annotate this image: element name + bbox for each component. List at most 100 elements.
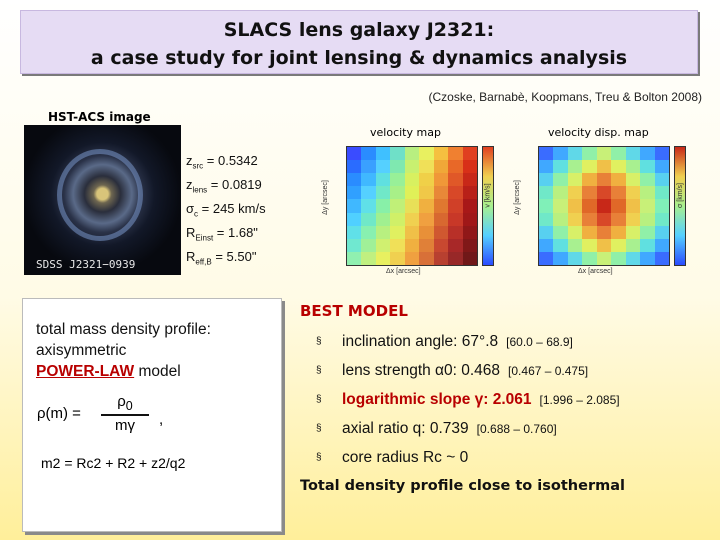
dispersion-map-cell bbox=[611, 225, 626, 239]
velocity-map-cell bbox=[390, 173, 405, 187]
velocity-map-cell bbox=[462, 173, 477, 187]
dispersion-map-cell bbox=[596, 238, 612, 252]
param-z-src: zsrc = 0.5342 bbox=[186, 153, 258, 171]
dispersion-map-cell bbox=[611, 160, 626, 174]
dispersion-map-cell bbox=[640, 160, 655, 174]
m2-equation: m2 = Rc2 + R2 + z2/q2 bbox=[41, 455, 186, 471]
dispersion-map-cell bbox=[539, 238, 554, 252]
velocity-map-cell bbox=[375, 173, 391, 187]
dispersion-map-cell bbox=[611, 186, 626, 200]
dispersion-map-cell bbox=[567, 173, 583, 187]
dispersion-map-cell bbox=[539, 251, 554, 265]
velocity-map-cell bbox=[419, 160, 434, 174]
velocity-map-cell bbox=[361, 199, 376, 213]
velocity-map-cell bbox=[419, 199, 434, 213]
dispersion-map-cell bbox=[625, 212, 641, 226]
best-model-title: BEST MODEL bbox=[300, 302, 408, 320]
velocity-map-cell bbox=[361, 238, 376, 252]
velocity-map-cell bbox=[361, 147, 376, 161]
param-sigma: σc = 245 km/s bbox=[186, 201, 266, 219]
dispersion-map-cell bbox=[582, 251, 597, 265]
dispersion-map-cell bbox=[582, 199, 597, 213]
dispersion-map-cell bbox=[625, 147, 641, 161]
param-r-einst: REinst = 1.68" bbox=[186, 225, 258, 243]
velocity-map-cell bbox=[462, 186, 477, 200]
dispersion-map-cell bbox=[567, 199, 583, 213]
velocity-map-cell bbox=[347, 199, 362, 213]
dispersion-map-cell bbox=[539, 225, 554, 239]
dispersion-map-cell bbox=[553, 160, 568, 174]
velocity-map-cell bbox=[433, 186, 449, 200]
dispersion-map-cell bbox=[625, 225, 641, 239]
velocity-map-cell bbox=[375, 238, 391, 252]
dispersion-map-cell bbox=[567, 186, 583, 200]
velocity-map-cell bbox=[462, 225, 477, 239]
param-r-eff: Reff,B = 5.50" bbox=[186, 249, 257, 267]
velocity-map-cell bbox=[404, 160, 420, 174]
best-model-list: § inclination angle: 67°.8 [60.0 – 68.9] §… bbox=[316, 333, 620, 478]
velocity-map-cell bbox=[390, 251, 405, 265]
velocity-map-cell bbox=[390, 225, 405, 239]
velocity-map-cell bbox=[433, 199, 449, 213]
dispersion-map-cell bbox=[596, 173, 612, 187]
dispersion-map-cell bbox=[567, 225, 583, 239]
dispersion-map-cell bbox=[654, 186, 669, 200]
velocity-map-cell bbox=[419, 212, 434, 226]
velocity-map-cell bbox=[462, 147, 477, 161]
rho-denominator: mγ bbox=[115, 417, 135, 434]
dispersion-map-cell bbox=[640, 147, 655, 161]
dispersion-map-cell bbox=[654, 147, 669, 161]
velocity-map-cell bbox=[404, 251, 420, 265]
velocity-map-cell bbox=[375, 251, 391, 265]
velocity-map-cell bbox=[419, 147, 434, 161]
dispersion-map-cell bbox=[539, 199, 554, 213]
velocity-map-cell bbox=[404, 238, 420, 252]
rho-fraction: ρ0 mγ bbox=[101, 393, 149, 434]
velocity-map-cell bbox=[361, 251, 376, 265]
velocity-map-cell bbox=[361, 160, 376, 174]
formula-comma: , bbox=[159, 411, 164, 428]
profile-line-3: POWER-LAW model bbox=[36, 363, 181, 380]
velocity-map-cell bbox=[462, 251, 477, 265]
profile-line-2: axisymmetric bbox=[36, 342, 127, 359]
dispersion-map-cell bbox=[567, 251, 583, 265]
velocity-map-cell bbox=[390, 160, 405, 174]
velocity-map-cell bbox=[375, 160, 391, 174]
dispersion-map-grid bbox=[538, 146, 670, 266]
dispersion-map-cell bbox=[539, 173, 554, 187]
velocity-map-cell bbox=[375, 186, 391, 200]
dispersion-map-cell bbox=[654, 199, 669, 213]
best-item-inclination: § inclination angle: 67°.8 [60.0 – 68.9] bbox=[316, 333, 573, 350]
dispersion-map-cell bbox=[539, 147, 554, 161]
velocity-map-cell bbox=[448, 173, 463, 187]
dispersion-map-cell bbox=[539, 160, 554, 174]
dispersion-map-cell bbox=[640, 225, 655, 239]
kinematic-maps: velocity map velocity disp. map Δy [arcs… bbox=[322, 118, 700, 278]
dispersion-map-cell bbox=[654, 212, 669, 226]
dispersion-map-cell bbox=[640, 238, 655, 252]
galaxy-caption: SDSS J2321−0939 bbox=[36, 258, 136, 271]
velocity-map-cell bbox=[462, 212, 477, 226]
dispersion-map-cell bbox=[596, 186, 612, 200]
velocity-colorbar bbox=[482, 146, 494, 266]
rho-m-lhs: ρ(m) = bbox=[37, 405, 81, 422]
rho-numerator: ρ0 bbox=[117, 393, 133, 413]
velocity-map-cell bbox=[404, 199, 420, 213]
velocity-map-cell bbox=[347, 147, 362, 161]
dispersion-map-cell bbox=[582, 212, 597, 226]
velocity-map-cell bbox=[390, 199, 405, 213]
dispersion-map-cell bbox=[654, 238, 669, 252]
dispersion-map-cell bbox=[611, 199, 626, 213]
velocity-map-cell bbox=[347, 251, 362, 265]
dispersion-map-cell bbox=[539, 186, 554, 200]
velocity-map-cell bbox=[404, 147, 420, 161]
dispersion-cbar-label: σ [km/s] bbox=[676, 183, 684, 208]
dispersion-map-cell bbox=[553, 225, 568, 239]
dispersion-map-cell bbox=[640, 199, 655, 213]
velocity-map-cell bbox=[448, 251, 463, 265]
velocity-map-cell bbox=[390, 212, 405, 226]
dispersion-map-cell bbox=[611, 251, 626, 265]
best-item-axial-ratio: § axial ratio q: 0.739 [0.688 – 0.760] bbox=[316, 420, 557, 437]
dispersion-map-cell bbox=[611, 147, 626, 161]
velocity-map-cell bbox=[433, 212, 449, 226]
